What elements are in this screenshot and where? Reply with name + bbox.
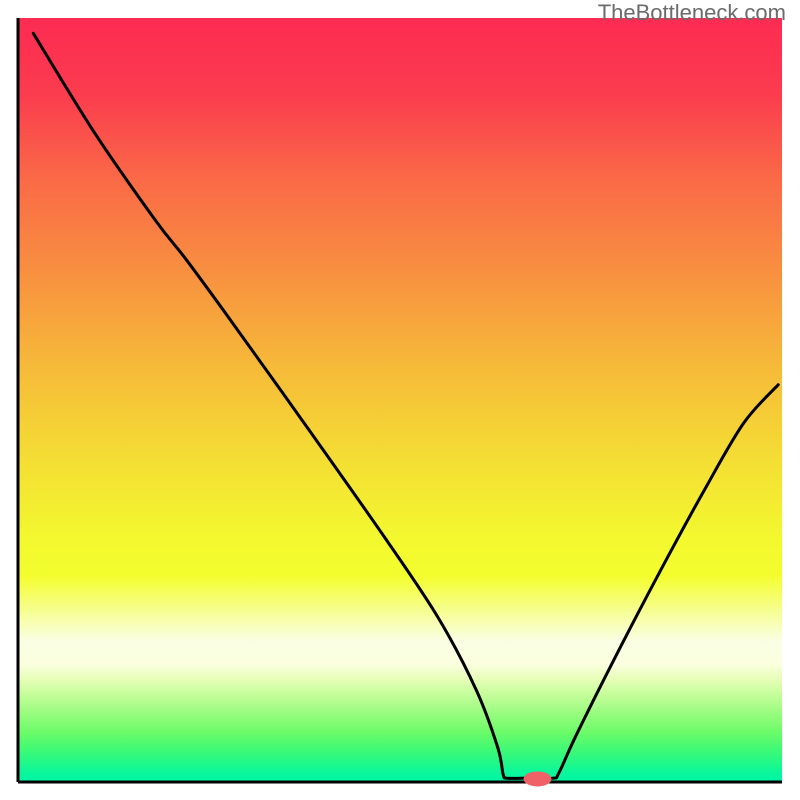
watermark-text: TheBottleneck.com: [598, 0, 786, 25]
chart-background: [18, 18, 782, 782]
chart-container: TheBottleneck.com: [0, 0, 800, 800]
bottleneck-chart: TheBottleneck.com: [0, 0, 800, 800]
optimum-marker: [524, 771, 552, 786]
